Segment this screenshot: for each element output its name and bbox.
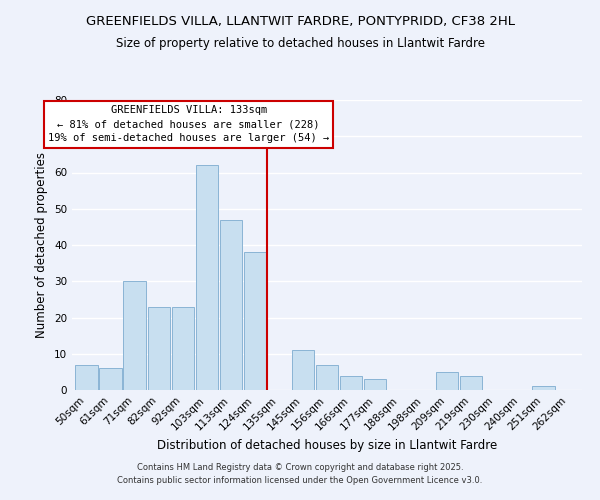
Text: GREENFIELDS VILLA: 133sqm
← 81% of detached houses are smaller (228)
19% of semi: GREENFIELDS VILLA: 133sqm ← 81% of detac… <box>48 106 329 144</box>
Text: Contains HM Land Registry data © Crown copyright and database right 2025.: Contains HM Land Registry data © Crown c… <box>137 464 463 472</box>
Bar <box>460 376 482 390</box>
Bar <box>436 372 458 390</box>
Bar <box>172 306 194 390</box>
X-axis label: Distribution of detached houses by size in Llantwit Fardre: Distribution of detached houses by size … <box>157 438 497 452</box>
Text: Size of property relative to detached houses in Llantwit Fardre: Size of property relative to detached ho… <box>115 38 485 51</box>
Text: Contains public sector information licensed under the Open Government Licence v3: Contains public sector information licen… <box>118 476 482 485</box>
Bar <box>340 376 362 390</box>
Bar <box>364 379 386 390</box>
Bar <box>220 220 242 390</box>
Bar <box>124 281 146 390</box>
Y-axis label: Number of detached properties: Number of detached properties <box>35 152 49 338</box>
Bar <box>532 386 554 390</box>
Bar <box>76 364 98 390</box>
Text: GREENFIELDS VILLA, LLANTWIT FARDRE, PONTYPRIDD, CF38 2HL: GREENFIELDS VILLA, LLANTWIT FARDRE, PONT… <box>86 15 515 28</box>
Bar <box>316 364 338 390</box>
Bar <box>196 165 218 390</box>
Bar <box>292 350 314 390</box>
Bar <box>100 368 122 390</box>
Bar <box>148 306 170 390</box>
Bar <box>244 252 266 390</box>
